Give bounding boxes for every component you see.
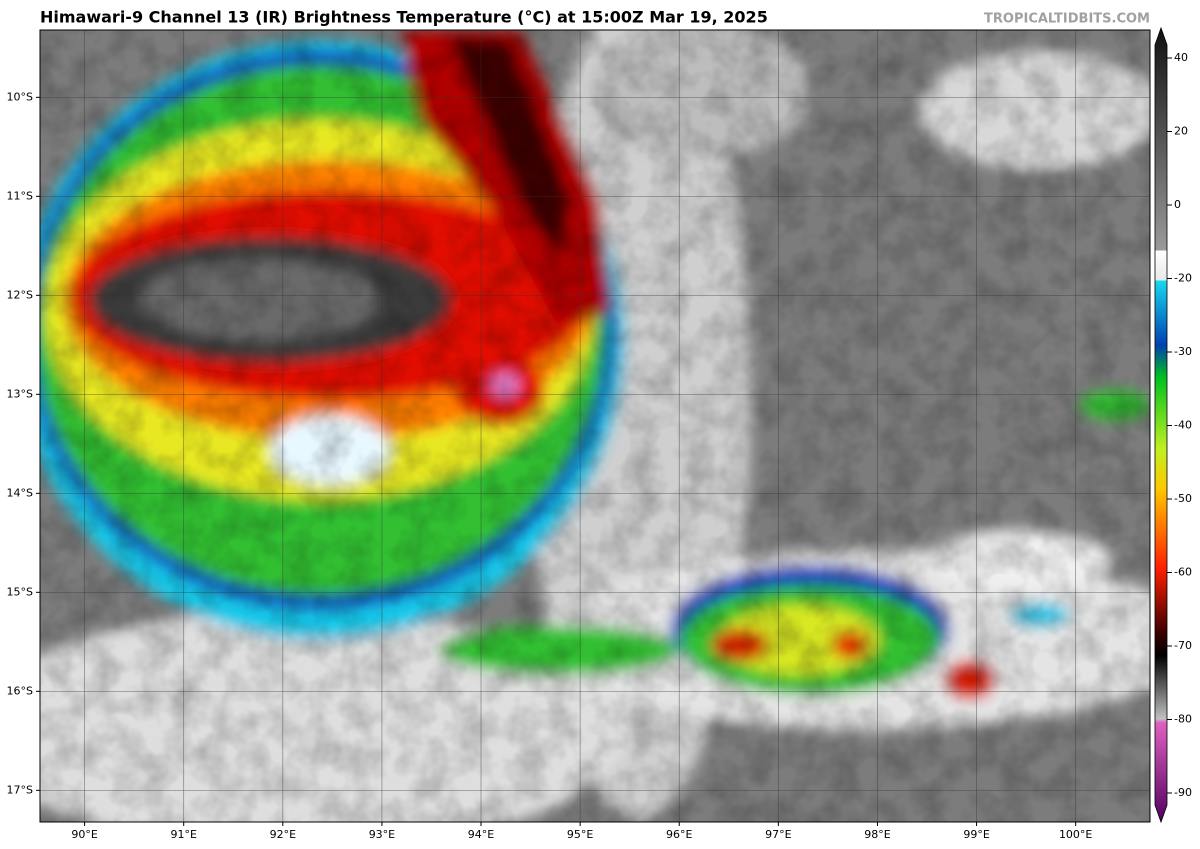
colorbar xyxy=(1154,26,1168,824)
colorbar-label: -30 xyxy=(1174,345,1192,358)
colorbar-label: -80 xyxy=(1174,713,1192,726)
lat-label: 12°S xyxy=(7,288,33,301)
graticule xyxy=(40,30,1150,822)
lon-label: 97°E xyxy=(765,828,791,841)
title: Himawari-9 Channel 13 (IR) Brightness Te… xyxy=(40,8,768,27)
lon-label: 98°E xyxy=(864,828,890,841)
lon-label: 90°E xyxy=(71,828,97,841)
lat-label: 16°S xyxy=(7,684,33,697)
lat-label: 11°S xyxy=(7,189,33,202)
lon-label: 92°E xyxy=(270,828,296,841)
lon-label: 93°E xyxy=(369,828,395,841)
colorbar-label: -60 xyxy=(1174,566,1192,579)
colorbar-label: -90 xyxy=(1174,786,1192,799)
lat-label: 13°S xyxy=(7,387,33,400)
lon-label: 96°E xyxy=(666,828,692,841)
lon-label: 100°E xyxy=(1059,828,1092,841)
colorbar-label: -50 xyxy=(1174,492,1192,505)
lat-label: 14°S xyxy=(7,486,33,499)
lon-label: 94°E xyxy=(468,828,494,841)
colorbar-label: 0 xyxy=(1174,198,1181,211)
lat-label: 10°S xyxy=(7,90,33,103)
colorbar-label: 40 xyxy=(1174,51,1188,64)
lat-label: 17°S xyxy=(7,783,33,796)
lat-label: 15°S xyxy=(7,585,33,598)
lon-label: 91°E xyxy=(170,828,196,841)
lon-label: 99°E xyxy=(963,828,989,841)
map-frame xyxy=(39,29,1151,823)
colorbar-label: 20 xyxy=(1174,125,1188,138)
watermark: TROPICALTIDBITS.COM xyxy=(984,12,1150,27)
colorbar-label: -70 xyxy=(1174,639,1192,652)
lon-label: 95°E xyxy=(567,828,593,841)
colorbar-label: -20 xyxy=(1174,272,1192,285)
colorbar-label: -40 xyxy=(1174,419,1192,432)
